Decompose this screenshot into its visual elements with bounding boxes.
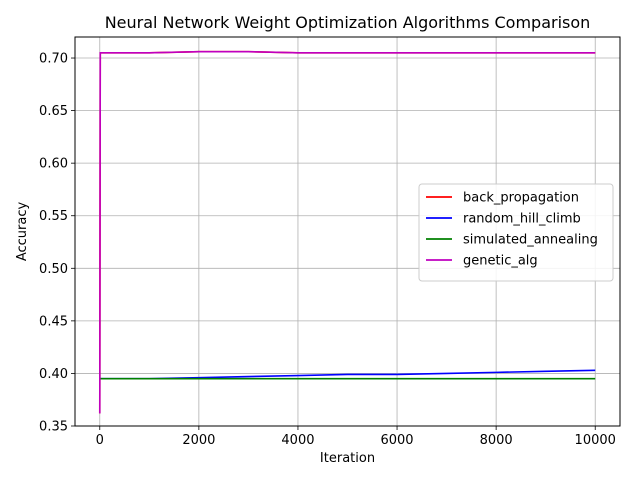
y-tick-label: 0.55: [39, 209, 68, 224]
x-axis-title: Iteration: [320, 451, 375, 466]
y-axis-title: Accuracy: [15, 202, 30, 262]
ticks: 0 2000 4000 6000 8000 10000 0.35 0.40 0.45 0.50 0.…: [39, 52, 616, 448]
y-tick-label: 0.35: [39, 420, 68, 435]
series-layer: [98, 50, 596, 414]
legend-label: random_hill_climb: [463, 212, 581, 227]
x-tick-label: 8000: [480, 433, 513, 448]
series-line-genetic-alg: [98, 50, 596, 414]
y-tick-label: 0.70: [39, 52, 68, 67]
x-tick-label: 10000: [575, 433, 616, 448]
y-tick-label: 0.60: [39, 157, 68, 172]
x-tick-label: 0: [96, 433, 104, 448]
legend-box: [418, 183, 614, 282]
x-tick-label: 2000: [182, 433, 215, 448]
chart-title: Neural Network Weight Optimization Algor…: [105, 13, 591, 32]
y-tick-label: 0.65: [39, 104, 68, 119]
legend-label: genetic_alg: [463, 254, 538, 269]
legend: back_propagation random_hill_climbsimulat…: [418, 183, 614, 282]
y-tick-label: 0.40: [39, 367, 68, 382]
x-tick-label: 6000: [380, 433, 413, 448]
y-tick-label: 0.45: [39, 314, 68, 329]
plot-frame: [74, 36, 621, 427]
legend-label: simulated_annealing: [463, 233, 598, 248]
legend-label: back_propagation: [463, 191, 579, 206]
y-tick-label: 0.50: [39, 262, 68, 277]
x-tick-label: 4000: [281, 433, 314, 448]
